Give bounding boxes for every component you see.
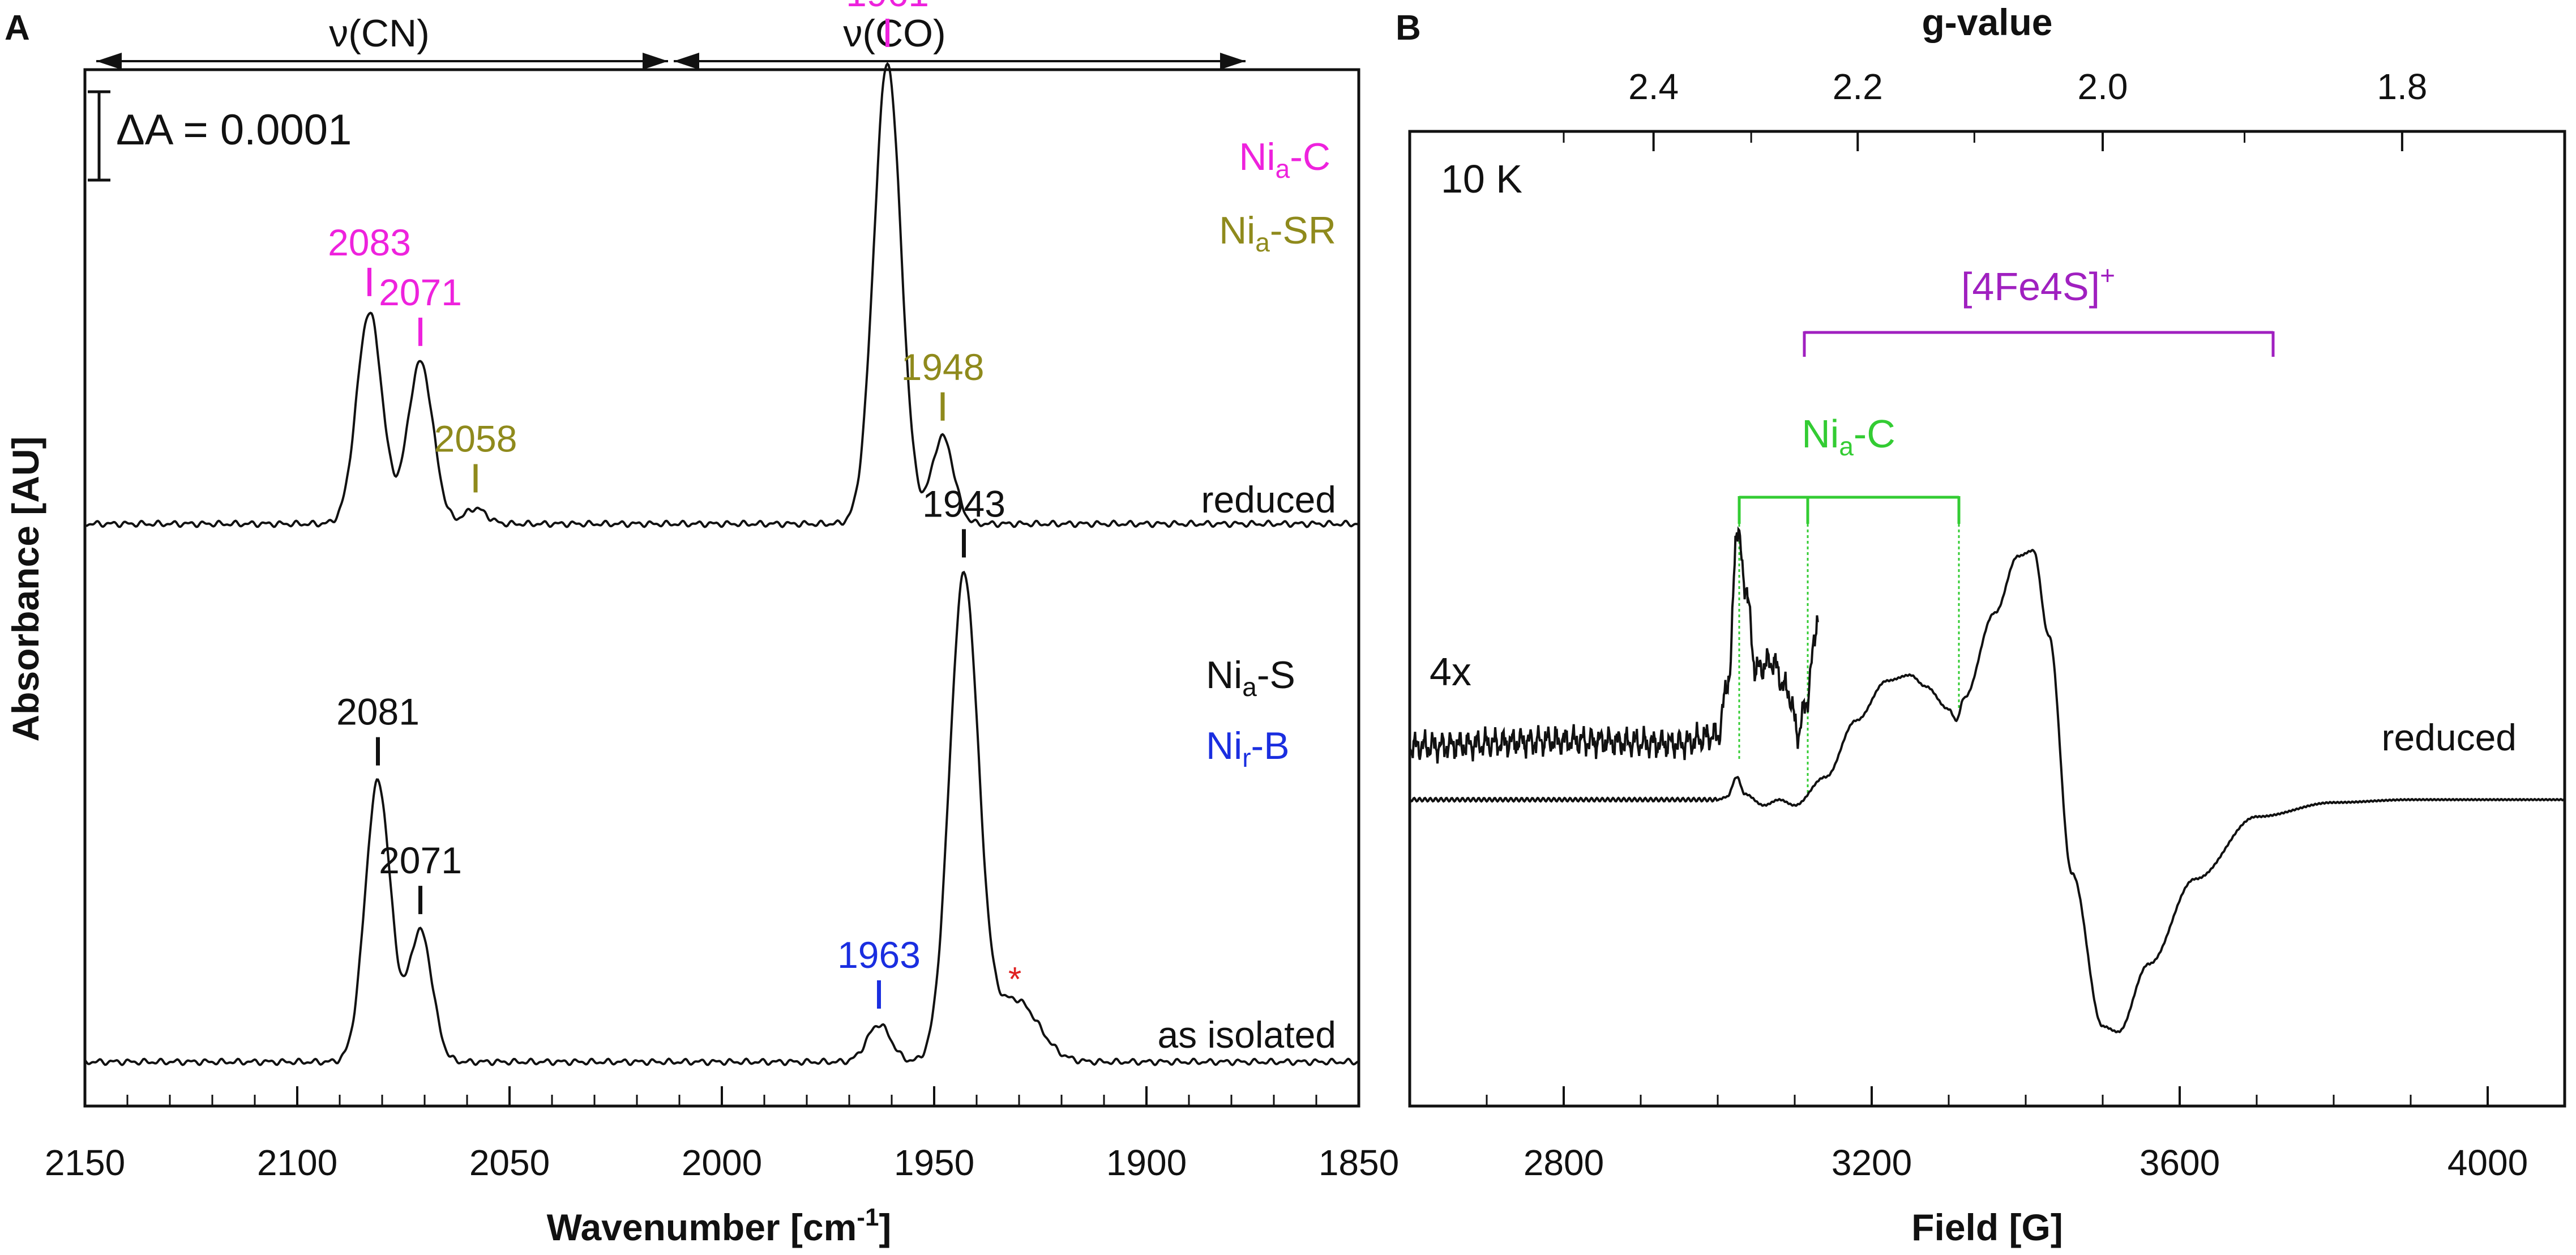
legend-nia-c: Nia-C: [1239, 135, 1330, 183]
legend-nir-b: Nir-B: [1206, 724, 1290, 772]
trace-as-isolated: [84, 570, 1359, 1066]
nia-c-bracket: [1738, 496, 1961, 793]
trace-epr-4x: [1409, 526, 1819, 764]
nia-c-label: Nia-C: [1802, 412, 1895, 461]
trace-label-isolated: as isolated: [1157, 1014, 1336, 1056]
panel-b-letter: B: [1396, 8, 1421, 48]
panel-b-frame: [1408, 130, 2566, 1108]
peak-label-as-isolated-1943: 1943: [922, 483, 1005, 524]
trace-reduced: [84, 62, 1359, 528]
x-tick-label-2150: 2150: [45, 1142, 125, 1183]
peak-label-reduced-2058: 2058: [434, 417, 517, 459]
x-tick-label-1950: 1950: [894, 1142, 974, 1183]
fe4s4-label: [4Fe4S]+: [1961, 261, 2115, 309]
trace-label-reduced-b: reduced: [2381, 716, 2517, 758]
trace-label-reduced: reduced: [1201, 479, 1336, 520]
region-co-label: ν(CO): [843, 12, 945, 55]
g-value-ticks: 2.4 2.2 2.0 1.8: [1563, 66, 2427, 151]
panel-b: B g-value 2.4 2.2 2.0 1.8 2800 3200 3600 4000 …: [1396, 1, 2566, 1248]
peak-label-as-isolated-2071: 2071: [379, 839, 462, 881]
trace-epr-reduced: [1409, 548, 2565, 1034]
fe4s4-bracket: [1803, 331, 2275, 357]
g-tick-label-2: 2.0: [2078, 66, 2128, 107]
field-tick-label-3200: 3200: [1832, 1142, 1912, 1183]
region-co-arrow: [674, 53, 1246, 70]
magnification-label: 4x: [1430, 650, 1471, 694]
x-tick-label-1850: 1850: [1319, 1142, 1399, 1183]
panel-a: A ν(CN) ν(CO) ΔA = 0.0001 Nia-C Nia-SR N…: [5, 0, 1399, 1248]
panel-a-letter: A: [5, 8, 30, 48]
legend-nia-s: Nia-S: [1206, 654, 1295, 702]
region-cn-arrow: [96, 53, 668, 70]
peak-label-reduced-1961: 1961: [846, 0, 929, 14]
g-tick-label-1.8: 1.8: [2377, 66, 2427, 107]
x-tick-label-2050: 2050: [469, 1142, 550, 1183]
x-tick-label-2000: 2000: [682, 1142, 762, 1183]
field-axis-ticks: 2800 3200 3600 4000: [1486, 1086, 2528, 1183]
scale-bar: [88, 90, 110, 182]
g-tick-label-2.4: 2.4: [1628, 66, 1679, 107]
g-tick-label-2.2: 2.2: [1833, 66, 1883, 107]
field-axis-title: Field [G]: [1911, 1206, 2063, 1248]
peak-marker-star: *: [1008, 960, 1021, 998]
peak-label-reduced-2083: 2083: [328, 221, 411, 263]
field-tick-label-4000: 4000: [2447, 1142, 2528, 1183]
peak-label-reduced-2071: 2071: [379, 271, 462, 313]
g-value-title: g-value: [1922, 1, 2052, 43]
scale-bar-label: ΔA = 0.0001: [116, 106, 352, 154]
temperature-label: 10 K: [1441, 157, 1522, 201]
peak-label-as-isolated-2081: 2081: [336, 691, 420, 733]
field-tick-label-2800: 2800: [1524, 1142, 1604, 1183]
peak-label-reduced-1948: 1948: [901, 346, 985, 388]
x-axis-ticks: 2150 2100 2050 2000 1950 1900 1850: [45, 1086, 1399, 1183]
field-tick-label-3600: 3600: [2139, 1142, 2220, 1183]
peak-labels: 2083 2071 2058 1961 1948 2081 2071 1963 1943 *: [328, 0, 1021, 1009]
legend-nia-sr: Nia-SR: [1219, 209, 1336, 257]
x-tick-label-2100: 2100: [257, 1142, 337, 1183]
region-cn-label: ν(CN): [329, 12, 430, 55]
x-tick-label-1900: 1900: [1106, 1142, 1187, 1183]
x-axis-title: Wavenumber [cm-1]: [547, 1203, 892, 1248]
y-axis-title: Absorbance [AU]: [5, 436, 46, 741]
peak-label-as-isolated-1963: 1963: [837, 934, 921, 976]
